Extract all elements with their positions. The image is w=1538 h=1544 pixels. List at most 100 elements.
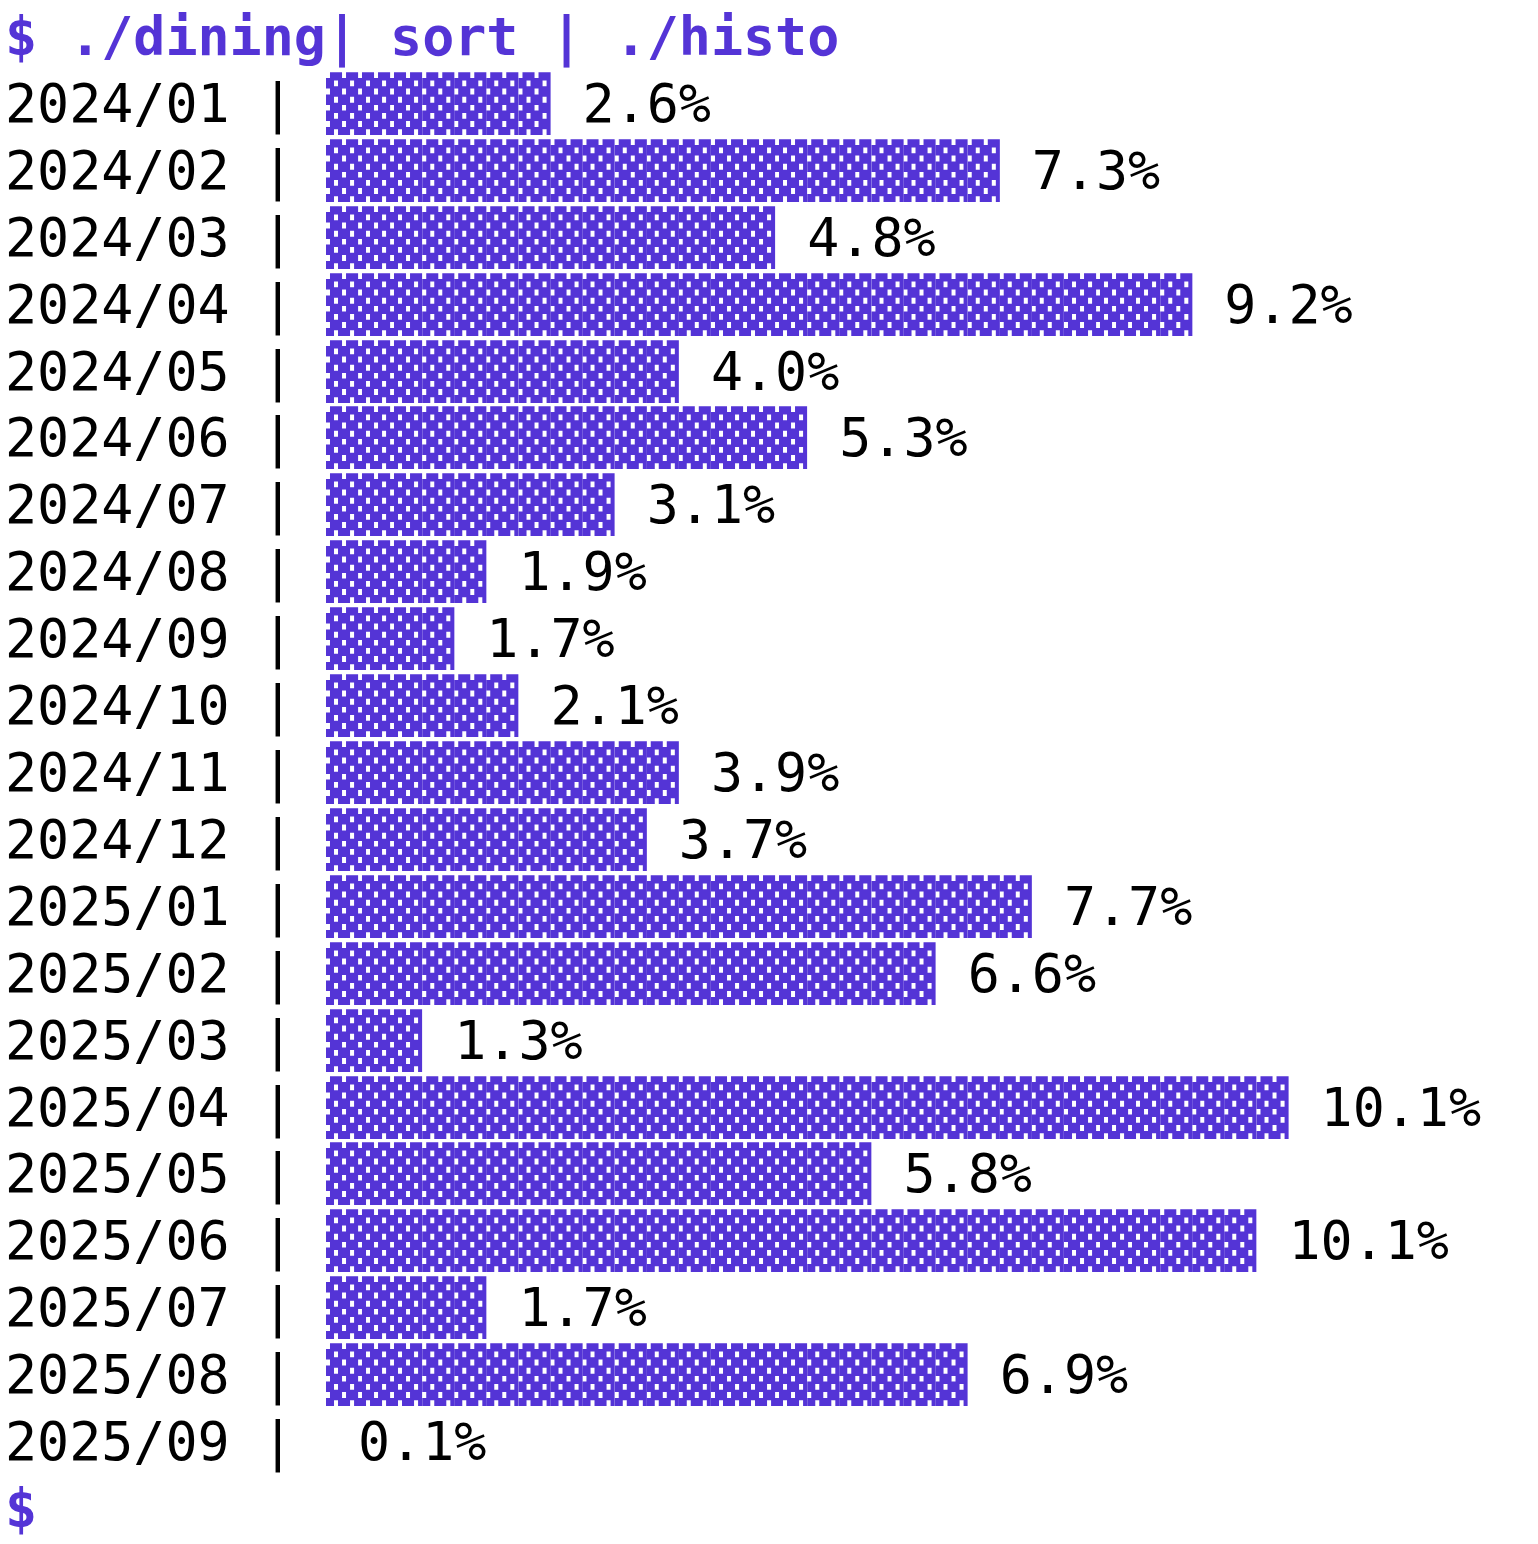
row-month: 2025/02 (5, 943, 230, 1005)
column-separator: | (230, 274, 326, 336)
histogram-bar: ▓▓▓▓▓▓▓▓▓▓ (326, 809, 647, 871)
column-separator: | (230, 943, 326, 1005)
row-value: 1.7% (486, 1277, 646, 1339)
histogram-row: 2025/01 | ▓▓▓▓▓▓▓▓▓▓▓▓▓▓▓▓▓▓▓▓▓▓7.7% (5, 874, 1538, 941)
command-line: $ ./dining| sort | ./histo (5, 4, 1538, 71)
row-value: 7.3% (1000, 140, 1160, 202)
histogram-bar: ▓▓▓▓▓▓▓▓▓▓▓▓▓▓▓▓▓▓▓▓▓▓▓▓▓▓▓▓▓ (326, 1210, 1257, 1272)
histogram-bar: ▓▓▓▓ (326, 608, 454, 670)
row-value: 2.1% (518, 675, 678, 737)
row-month: 2024/08 (5, 541, 230, 603)
row-month: 2025/06 (5, 1210, 230, 1272)
histogram-bar: ▓▓▓▓▓▓▓▓▓▓▓▓▓▓▓▓▓▓▓▓▓▓▓▓▓▓▓▓▓▓ (326, 1077, 1289, 1139)
row-value: 1.9% (486, 541, 646, 603)
row-month: 2024/02 (5, 140, 230, 202)
histogram-bar: ▓▓▓▓▓▓▓▓▓ (326, 474, 615, 536)
histogram-bar: ▓▓▓▓▓▓ (326, 675, 519, 737)
histogram-row: 2025/06 | ▓▓▓▓▓▓▓▓▓▓▓▓▓▓▓▓▓▓▓▓▓▓▓▓▓▓▓▓▓1… (5, 1208, 1538, 1275)
row-month: 2025/01 (5, 876, 230, 938)
histogram-row: 2024/02 | ▓▓▓▓▓▓▓▓▓▓▓▓▓▓▓▓▓▓▓▓▓7.3% (5, 138, 1538, 205)
histogram-bar: ▓▓▓▓▓▓▓▓▓▓▓ (326, 742, 679, 804)
column-separator: | (230, 474, 326, 536)
row-value: 10.1% (1256, 1210, 1449, 1272)
histogram-row: 2025/08 | ▓▓▓▓▓▓▓▓▓▓▓▓▓▓▓▓▓▓▓▓6.9% (5, 1342, 1538, 1409)
shell-prompt: $ (5, 6, 37, 68)
column-separator: | (230, 140, 326, 202)
row-month: 2024/01 (5, 73, 230, 135)
row-month: 2024/11 (5, 742, 230, 804)
histogram-row: 2024/05 | ▓▓▓▓▓▓▓▓▓▓▓4.0% (5, 339, 1538, 406)
histogram-row: 2024/07 | ▓▓▓▓▓▓▓▓▓3.1% (5, 472, 1538, 539)
histogram-row: 2024/08 | ▓▓▓▓▓1.9% (5, 539, 1538, 606)
row-month: 2024/03 (5, 207, 230, 269)
histogram-row: 2025/03 | ▓▓▓1.3% (5, 1008, 1538, 1075)
row-value: 9.2% (1192, 274, 1352, 336)
row-month: 2024/04 (5, 274, 230, 336)
column-separator: | (230, 207, 326, 269)
histogram-bar: ▓▓▓▓▓▓▓▓▓▓▓▓▓▓▓▓▓▓▓▓▓▓▓▓▓▓▓ (326, 274, 1192, 336)
row-month: 2024/05 (5, 341, 230, 403)
row-month: 2025/07 (5, 1277, 230, 1339)
histogram-row: 2025/07 | ▓▓▓▓▓1.7% (5, 1275, 1538, 1342)
histogram-bar: ▓▓▓▓▓▓▓▓▓▓▓▓▓▓▓▓▓▓▓▓ (326, 1344, 968, 1406)
histogram-bar: ▓▓▓▓▓▓▓▓▓▓▓▓▓▓▓▓▓▓▓ (326, 943, 936, 1005)
histogram-bar: ▓▓▓▓▓▓▓▓▓▓▓▓▓▓▓▓▓▓▓▓▓ (326, 140, 1000, 202)
histogram-bar: ▓▓▓▓▓▓▓▓▓▓▓▓▓▓▓ (326, 407, 807, 469)
row-value: 6.6% (936, 943, 1096, 1005)
histogram-bar: ▓▓▓▓▓▓▓ (326, 73, 551, 135)
terminal-output: $ ./dining| sort | ./histo 2024/01 | ▓▓▓… (0, 0, 1538, 1543)
histogram-row: 2025/09 | 0.1% (5, 1409, 1538, 1476)
histogram-row: 2024/01 | ▓▓▓▓▓▓▓2.6% (5, 71, 1538, 138)
row-value: 5.8% (871, 1143, 1031, 1205)
row-value: 7.7% (1032, 876, 1192, 938)
row-value: 3.1% (615, 474, 775, 536)
column-separator: | (230, 742, 326, 804)
column-separator: | (230, 1277, 326, 1339)
column-separator: | (230, 341, 326, 403)
row-value: 0.1% (326, 1411, 486, 1473)
shell-prompt: $ (5, 1478, 37, 1540)
histogram-bar: ▓▓▓▓▓▓▓▓▓▓▓▓▓▓▓▓▓ (326, 1143, 872, 1205)
histogram-row: 2024/11 | ▓▓▓▓▓▓▓▓▓▓▓3.9% (5, 740, 1538, 807)
histogram-bar: ▓▓▓▓▓▓▓▓▓▓▓ (326, 341, 679, 403)
column-separator: | (230, 1411, 326, 1473)
column-separator: | (230, 809, 326, 871)
column-separator: | (230, 1210, 326, 1272)
histogram-row: 2024/12 | ▓▓▓▓▓▓▓▓▓▓3.7% (5, 807, 1538, 874)
column-separator: | (230, 876, 326, 938)
row-month: 2025/03 (5, 1010, 230, 1072)
column-separator: | (230, 1010, 326, 1072)
histogram-bar: ▓▓▓▓▓ (326, 541, 486, 603)
histogram-bar: ▓▓▓▓▓ (326, 1277, 486, 1339)
histogram-row: 2024/04 | ▓▓▓▓▓▓▓▓▓▓▓▓▓▓▓▓▓▓▓▓▓▓▓▓▓▓▓9.2… (5, 272, 1538, 339)
histogram-row: 2024/10 | ▓▓▓▓▓▓2.1% (5, 673, 1538, 740)
row-month: 2025/08 (5, 1344, 230, 1406)
command-text: ./dining| sort | ./histo (37, 6, 839, 68)
histogram-row: 2025/02 | ▓▓▓▓▓▓▓▓▓▓▓▓▓▓▓▓▓▓▓6.6% (5, 941, 1538, 1008)
row-month: 2025/05 (5, 1143, 230, 1205)
row-month: 2024/09 (5, 608, 230, 670)
row-month: 2024/10 (5, 675, 230, 737)
row-value: 4.8% (775, 207, 935, 269)
row-value: 1.3% (422, 1010, 582, 1072)
final-prompt-line: $ (5, 1476, 1538, 1543)
row-value: 2.6% (551, 73, 711, 135)
histogram-bar: ▓▓▓▓▓▓▓▓▓▓▓▓▓▓ (326, 207, 775, 269)
row-month: 2024/06 (5, 407, 230, 469)
column-separator: | (230, 1143, 326, 1205)
histogram-row: 2024/06 | ▓▓▓▓▓▓▓▓▓▓▓▓▓▓▓5.3% (5, 405, 1538, 472)
row-value: 3.9% (679, 742, 839, 804)
row-value: 6.9% (968, 1344, 1128, 1406)
row-value: 1.7% (454, 608, 614, 670)
row-value: 5.3% (807, 407, 967, 469)
histogram-row: 2024/03 | ▓▓▓▓▓▓▓▓▓▓▓▓▓▓4.8% (5, 205, 1538, 272)
column-separator: | (230, 73, 326, 135)
histogram-row: 2025/05 | ▓▓▓▓▓▓▓▓▓▓▓▓▓▓▓▓▓5.8% (5, 1141, 1538, 1208)
row-month: 2025/09 (5, 1411, 230, 1473)
row-month: 2025/04 (5, 1077, 230, 1139)
column-separator: | (230, 1344, 326, 1406)
row-value: 4.0% (679, 341, 839, 403)
column-separator: | (230, 407, 326, 469)
histogram-row: 2025/04 | ▓▓▓▓▓▓▓▓▓▓▓▓▓▓▓▓▓▓▓▓▓▓▓▓▓▓▓▓▓▓… (5, 1075, 1538, 1142)
row-month: 2024/12 (5, 809, 230, 871)
